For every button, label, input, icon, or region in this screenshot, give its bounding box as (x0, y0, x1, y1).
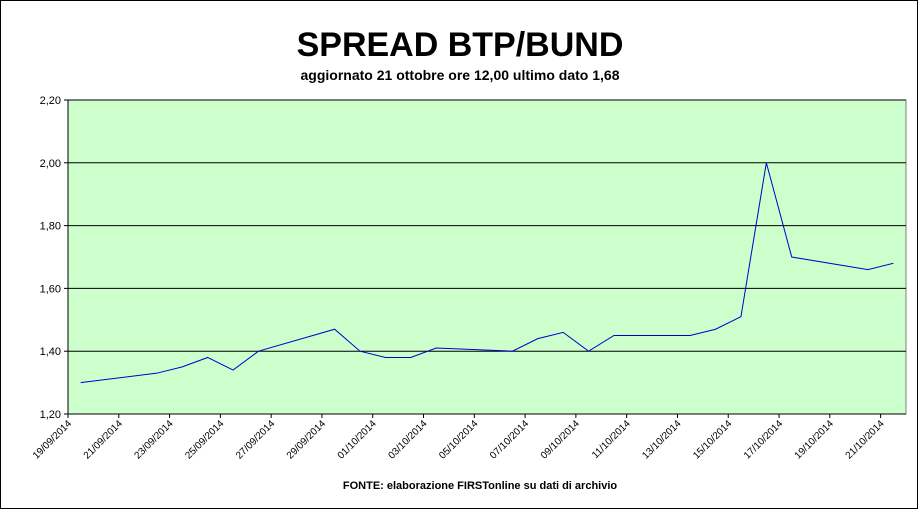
data-line (80, 162, 894, 384)
y-tick-label: 2,20 (40, 95, 61, 107)
y-tick-label: 2,00 (40, 158, 61, 170)
y-tick-label: 1,20 (40, 409, 61, 421)
plot-area (67, 99, 907, 415)
chart-title: SPREAD BTP/BUND (297, 26, 624, 64)
y-tick-label: 1,40 (40, 346, 61, 358)
chart-subtitle: aggiornato 21 ottobre ore 12,00 ultimo d… (301, 67, 620, 83)
y-tick-label: 1,80 (40, 221, 61, 233)
y-tick-label: 1,60 (40, 283, 61, 295)
source-note: FONTE: elaborazione FIRSTonline su dati … (343, 480, 617, 492)
